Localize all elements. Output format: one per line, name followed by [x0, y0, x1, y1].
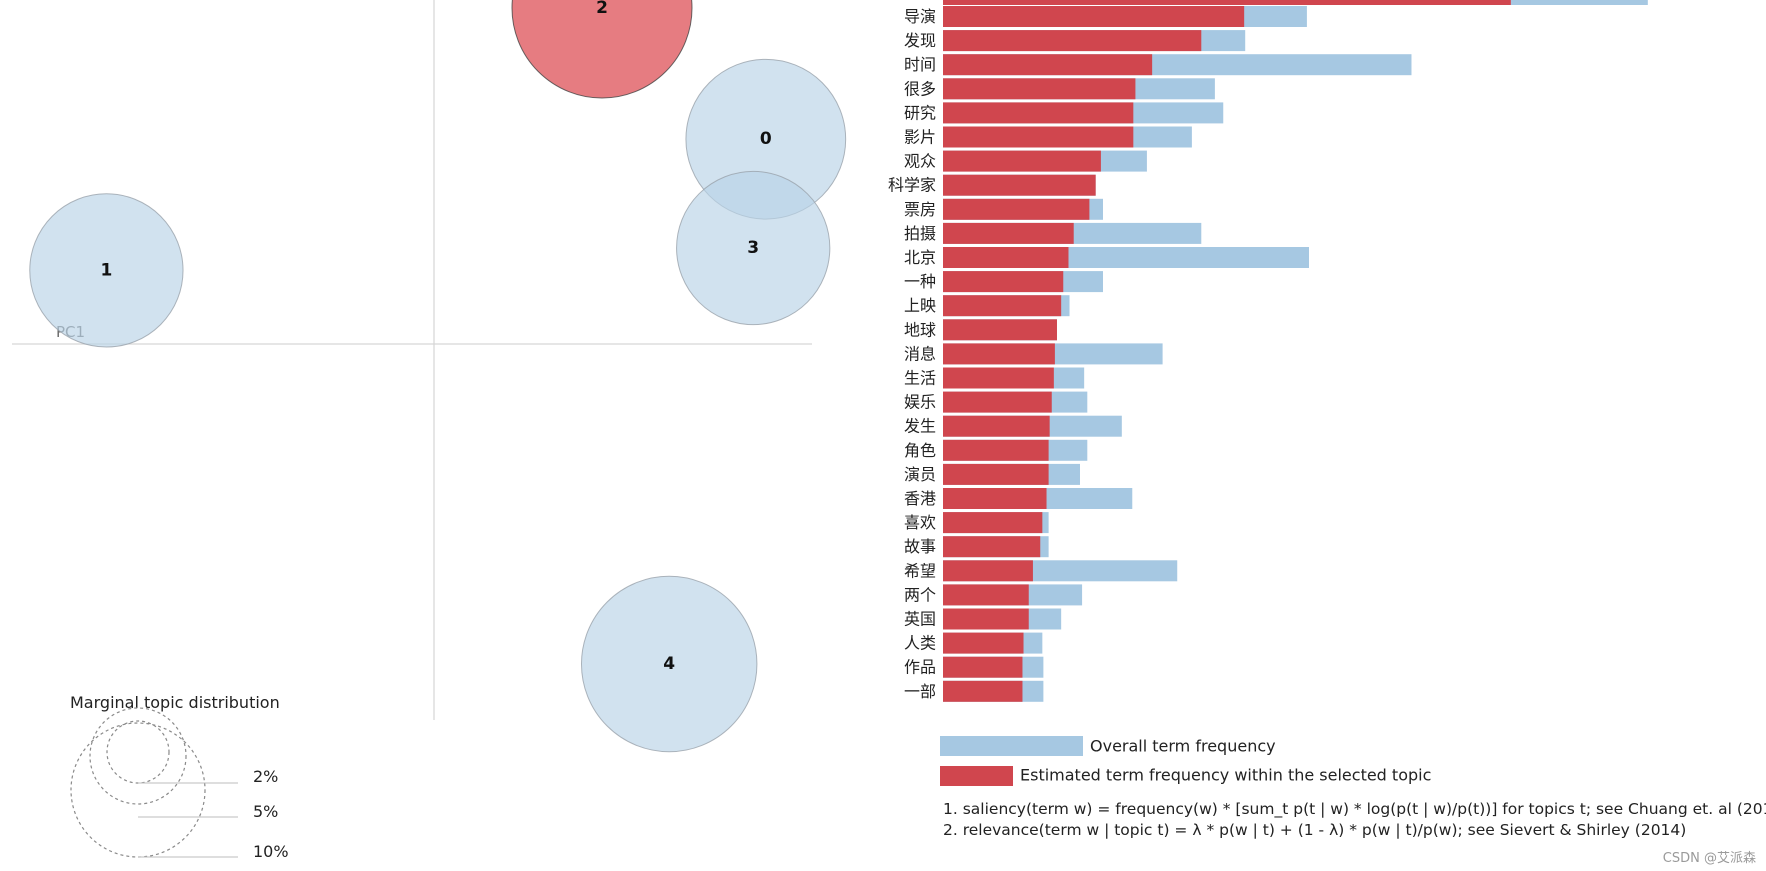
bar-topic-北京[interactable] [943, 247, 1069, 268]
bar-topic-发生[interactable] [943, 415, 1050, 437]
term-label-时间[interactable]: 时间 [904, 55, 936, 74]
bar-topic-很多[interactable] [943, 78, 1136, 100]
topic-circle-2[interactable] [511, 0, 693, 99]
bar-topic-人类[interactable] [943, 632, 1024, 654]
term-bar-chart[interactable]: 导演发现时间很多研究影片观众科学家票房拍摄北京一种上映地球消息生活娱乐发生角色演… [888, 0, 1648, 702]
bar-topic-影片[interactable] [943, 126, 1134, 148]
topic-circles: 2 0 3 1 4 [29, 0, 847, 753]
topic-circle-3[interactable] [676, 170, 831, 326]
term-label-两个[interactable]: 两个 [904, 585, 936, 604]
key-label-topic: Estimated term frequency within the sele… [1020, 766, 1431, 785]
bar-topic-一部[interactable] [943, 680, 1023, 702]
term-label-消息[interactable]: 消息 [904, 344, 936, 363]
legend-title: Marginal topic distribution [70, 693, 280, 712]
bar-topic-两个[interactable] [943, 584, 1029, 606]
bar-topic-作品[interactable] [943, 656, 1023, 678]
term-label-角色[interactable]: 角色 [904, 441, 936, 460]
marginal-topic-legend: Marginal topic distribution 2% 5% 10% [70, 693, 289, 861]
term-label-发生[interactable]: 发生 [904, 417, 936, 436]
relevance-note: 2. relevance(term w | topic t) = λ * p(w… [943, 821, 1686, 839]
term-label-生活[interactable]: 生活 [904, 369, 936, 388]
legend-circle-2pct [106, 720, 170, 784]
term-label-科学家[interactable]: 科学家 [888, 176, 936, 195]
bar-topic-票房[interactable] [943, 198, 1090, 220]
key-swatch-topic [940, 766, 1013, 786]
key-swatch-overall [940, 736, 1083, 756]
bar-topic-消息[interactable] [943, 343, 1055, 365]
term-label-拍摄[interactable]: 拍摄 [904, 224, 936, 243]
bar-topic-香港[interactable] [943, 488, 1047, 509]
bar-topic-研究[interactable] [943, 102, 1134, 124]
bar-topic-演员[interactable] [943, 463, 1049, 485]
bar-topic-生活[interactable] [943, 367, 1054, 389]
term-label-北京[interactable]: 北京 [904, 248, 936, 267]
term-label-导演[interactable]: 导演 [904, 7, 936, 26]
bar-topic-喜欢[interactable] [943, 512, 1043, 534]
bar-topic-角色[interactable] [943, 439, 1049, 461]
term-label-地球[interactable]: 地球 [904, 320, 936, 339]
topic-label-1: 1 [100, 260, 112, 280]
topic-label-4: 4 [663, 654, 675, 674]
bar-topic-娱乐[interactable] [943, 391, 1052, 413]
bar-topic-观众[interactable] [943, 150, 1101, 172]
topic-label-2: 2 [596, 0, 608, 18]
term-label-观众[interactable]: 观众 [904, 152, 936, 171]
term-label-演员[interactable]: 演员 [904, 465, 936, 484]
bar-topic-一种[interactable] [943, 271, 1064, 293]
saliency-note: 1. saliency(term w) = frequency(w) * [su… [943, 800, 1766, 819]
term-label-娱乐[interactable]: 娱乐 [904, 393, 936, 412]
bar-key: Overall term frequency Estimated term fr… [940, 736, 1431, 786]
topic-label-0: 0 [760, 129, 772, 149]
term-label-希望[interactable]: 希望 [904, 561, 936, 580]
bar-topic-partial-top[interactable] [943, 0, 1511, 5]
term-label-很多[interactable]: 很多 [904, 79, 936, 98]
bar-topic-地球[interactable] [943, 319, 1057, 341]
term-label-一种[interactable]: 一种 [904, 272, 936, 291]
term-label-上映[interactable]: 上映 [904, 296, 936, 315]
bar-topic-发现[interactable] [943, 30, 1202, 52]
bar-topic-希望[interactable] [943, 560, 1033, 582]
bar-topic-英国[interactable] [943, 608, 1029, 630]
bar-topic-科学家[interactable] [943, 174, 1096, 196]
term-label-喜欢[interactable]: 喜欢 [904, 513, 936, 532]
bar-topic-导演[interactable] [943, 6, 1245, 27]
legend-circle-10pct [70, 722, 206, 858]
term-label-英国[interactable]: 英国 [904, 610, 936, 629]
bar-topic-时间[interactable] [943, 54, 1153, 76]
legend-label-5pct: 5% [253, 802, 278, 821]
term-label-发现[interactable]: 发现 [904, 31, 936, 50]
term-label-香港[interactable]: 香港 [904, 489, 936, 508]
legend-label-2pct: 2% [253, 767, 278, 786]
legend-circle-5pct [89, 707, 187, 805]
topic-circle-1[interactable] [29, 193, 184, 348]
term-label-故事[interactable]: 故事 [904, 537, 936, 556]
legend-label-10pct: 10% [253, 842, 289, 861]
key-label-overall: Overall term frequency [1090, 737, 1276, 756]
topic-label-3: 3 [747, 238, 759, 258]
term-label-人类[interactable]: 人类 [904, 634, 936, 653]
bar-topic-拍摄[interactable] [943, 222, 1074, 244]
term-label-影片[interactable]: 影片 [904, 128, 936, 147]
term-label-票房[interactable]: 票房 [904, 200, 936, 219]
bar-topic-上映[interactable] [943, 295, 1062, 317]
bar-topic-故事[interactable] [943, 536, 1041, 558]
term-label-作品[interactable]: 作品 [904, 658, 936, 677]
topic-circle-4[interactable] [580, 575, 758, 753]
watermark: CSDN @艾派森 [1663, 851, 1756, 866]
term-label-研究[interactable]: 研究 [904, 103, 936, 122]
term-label-一部[interactable]: 一部 [904, 682, 936, 701]
